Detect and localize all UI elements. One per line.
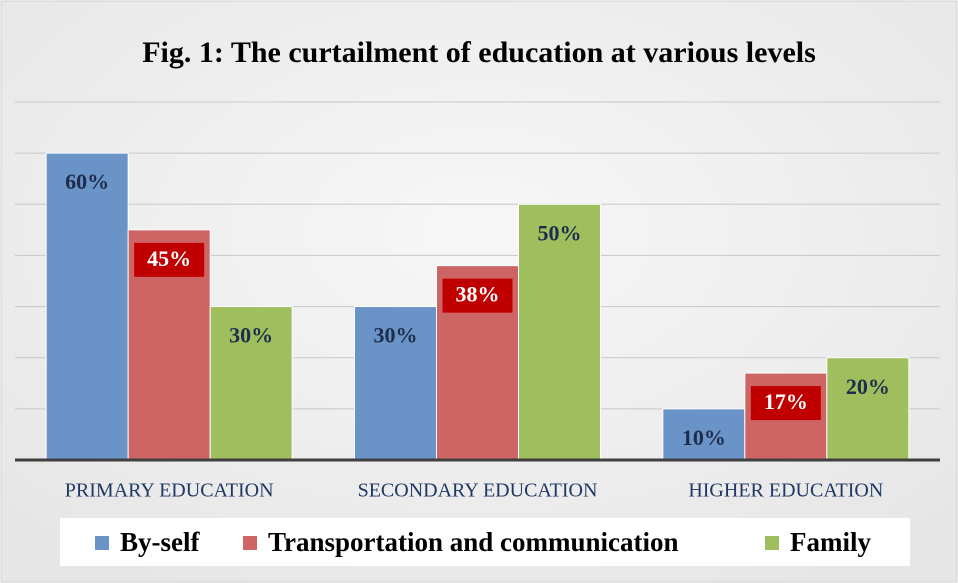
data-label: 10% [682,425,726,450]
bar [662,408,746,461]
data-label: 60% [65,169,109,194]
data-label: 30% [374,323,418,348]
legend-swatch [243,536,257,550]
x-tick-label: PRIMARY EDUCATION [65,480,274,502]
bar [826,357,910,461]
x-tick-label: HIGHER EDUCATION [688,480,883,502]
data-label-box [750,386,821,421]
data-label-box [134,242,205,277]
bar [45,152,129,461]
data-label: 50% [538,220,582,245]
legend-label: Family [790,527,871,557]
legend-swatch [95,536,109,550]
data-label: 45% [147,246,191,271]
data-label: 17% [764,389,808,414]
bar [209,306,293,461]
legend-swatch [765,536,779,550]
bar [518,203,601,461]
data-label: 38% [456,282,500,307]
data-label: 30% [229,323,273,348]
data-label: 20% [846,374,890,399]
chart-title: Fig. 1: The curtailment of education at … [142,36,816,69]
data-label-box [442,278,513,313]
legend-label: By-self [120,527,200,557]
legend-label: Transportation and communication [268,527,679,557]
x-tick-label: SECONDARY EDUCATION [358,480,598,502]
